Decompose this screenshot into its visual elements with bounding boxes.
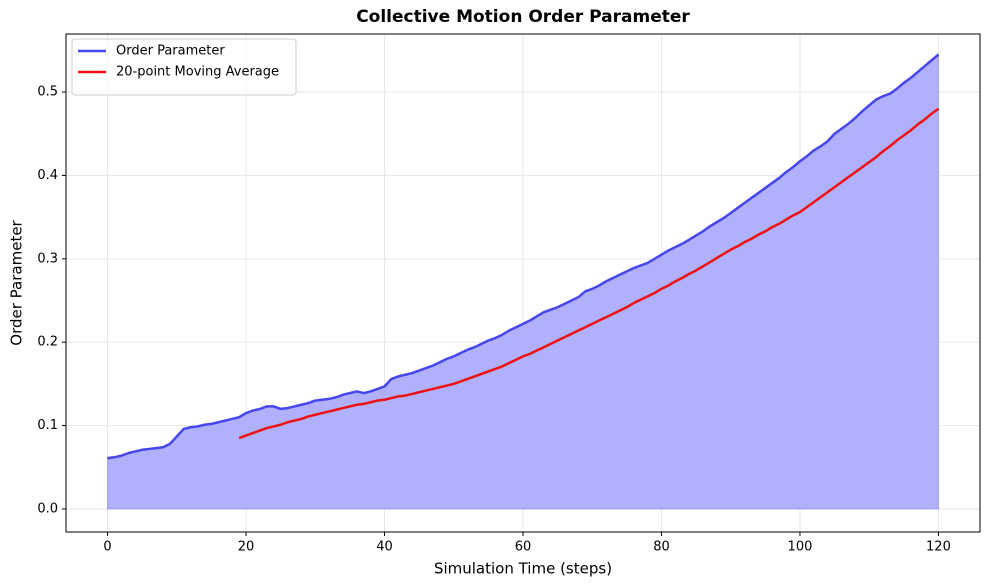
plot-frame: [65, 33, 981, 533]
line: [238, 107, 940, 440]
y-tick-label: 0.4: [37, 168, 58, 183]
legend-label: 20-point Moving Average: [116, 65, 279, 80]
x-tick-label: 100: [788, 540, 813, 555]
legend-box: [71, 38, 297, 96]
x-tick-label: 20: [238, 540, 255, 555]
legend-label: Order Parameter: [116, 44, 225, 59]
y-axis-label: Order Parameter: [8, 219, 26, 345]
y-tick-label: 0.3: [37, 251, 58, 266]
y-tick-label: 0.5: [37, 85, 58, 100]
line: [107, 53, 940, 460]
y-tick-label: 0.2: [37, 335, 58, 350]
x-axis-label: Simulation Time (steps): [434, 560, 612, 578]
y-tick-label: 0.1: [37, 418, 58, 433]
y-tick-label: 0.0: [37, 501, 58, 516]
chart-title: Collective Motion Order Parameter: [356, 7, 690, 27]
x-tick-label: 40: [376, 540, 393, 555]
legend: Order Parameter 20-point Moving Average: [71, 38, 297, 96]
x-tick-label: 120: [926, 540, 951, 555]
x-tick-label: 80: [653, 540, 670, 555]
x-tick-label: 0: [103, 540, 111, 555]
x-tick-label: 60: [515, 540, 532, 555]
